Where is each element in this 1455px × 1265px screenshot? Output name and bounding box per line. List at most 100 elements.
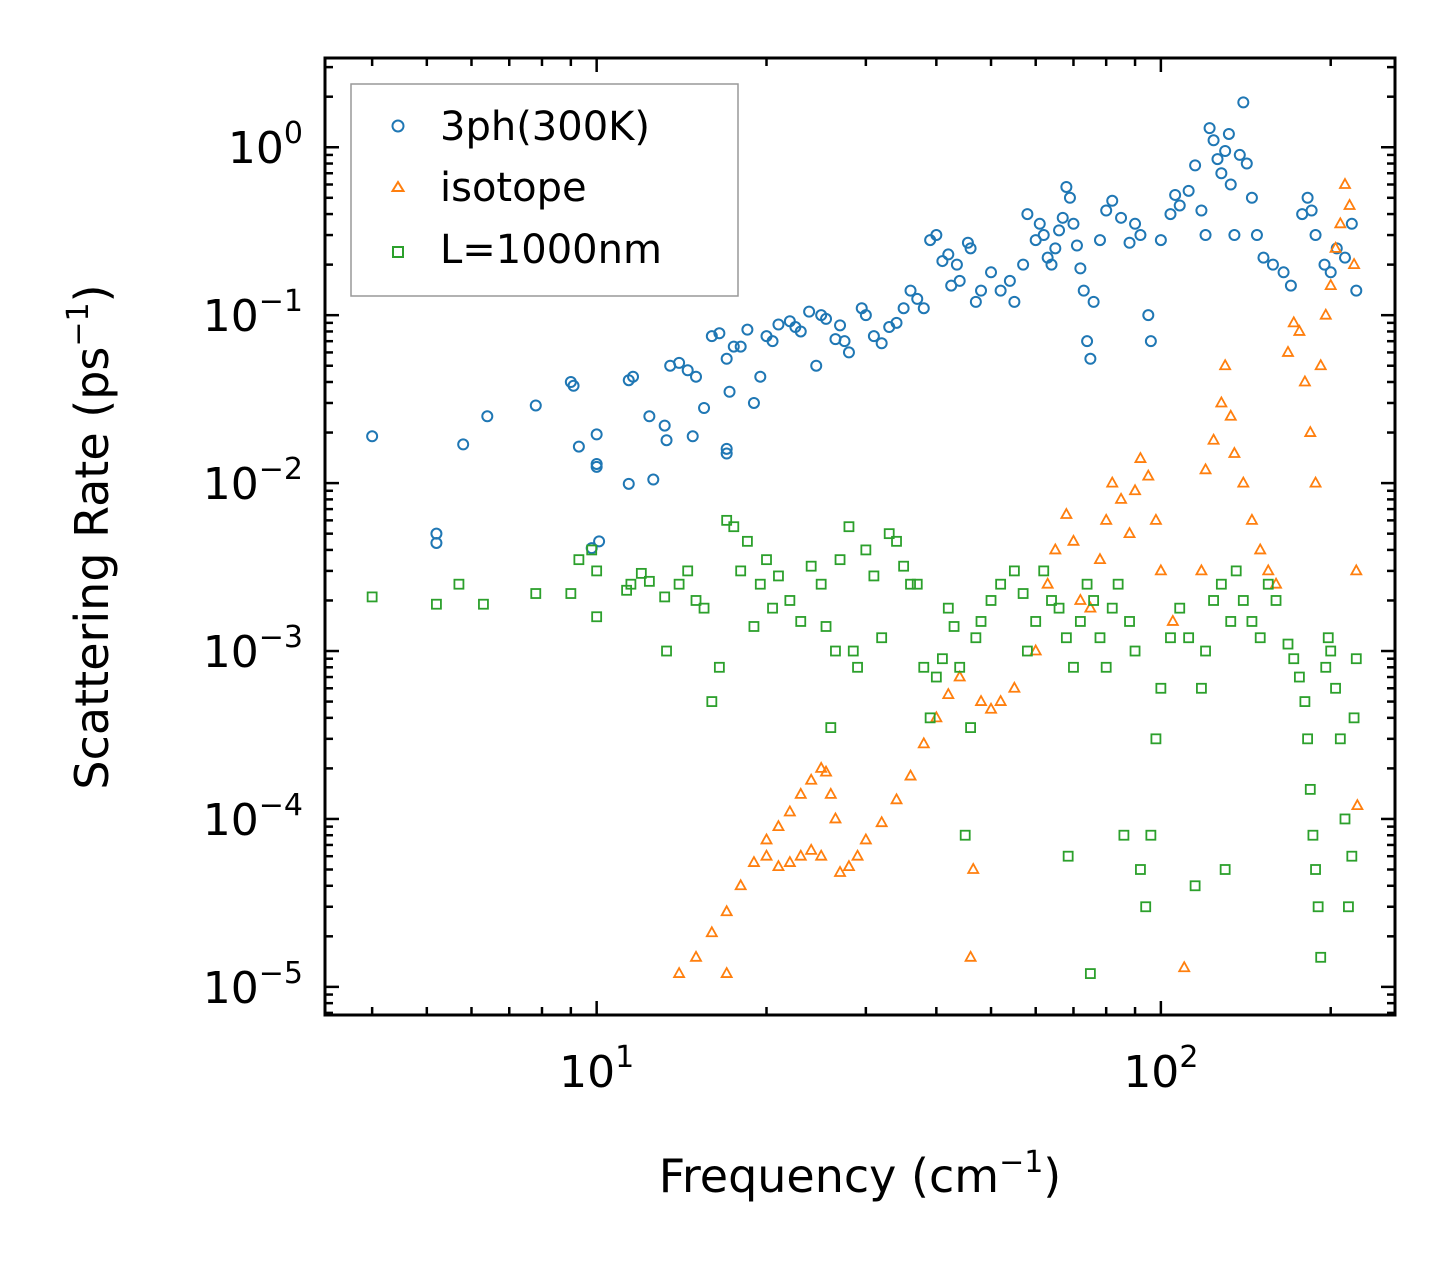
series-0-point: [867, 330, 880, 343]
series-0-point: [1203, 122, 1216, 135]
series-0-point: [875, 337, 888, 350]
series-1-point: [1048, 542, 1062, 555]
series-1-point: [1128, 483, 1142, 496]
series-1-point: [994, 694, 1008, 706]
series-2-point: [366, 591, 378, 603]
series-2-point: [1068, 661, 1079, 673]
series-1-point: [814, 848, 828, 861]
series-2-point: [911, 578, 923, 590]
series-0-point: [930, 229, 943, 242]
series-2-point: [891, 535, 902, 547]
series-0-point: [810, 359, 823, 372]
series-1-point: [1149, 512, 1163, 525]
series-2-point: [1325, 645, 1337, 657]
series-2-point: [748, 621, 760, 632]
series-0-point: [1219, 144, 1232, 157]
series-1-point: [794, 848, 808, 861]
series-0-point: [1345, 217, 1358, 230]
series-0-point: [481, 410, 494, 423]
series-1-point: [1194, 563, 1208, 576]
series-2-point: [735, 565, 747, 577]
series-2-point: [860, 544, 872, 556]
series-2-point: [1315, 951, 1327, 963]
series-1-point: [1292, 324, 1306, 336]
series-1-point: [964, 949, 978, 962]
series-1-point: [794, 787, 808, 799]
series-0-point: [720, 447, 733, 460]
series-1-point: [705, 925, 719, 938]
series-1-point: [1041, 576, 1055, 589]
series-0-point: [1266, 258, 1279, 271]
series-0-point: [567, 379, 580, 392]
series-0-point: [1199, 229, 1212, 242]
series-2-point: [761, 554, 772, 566]
series-2-point: [1135, 864, 1146, 875]
series-2-point: [1322, 632, 1334, 644]
series-0-point: [430, 536, 443, 549]
series-2-point: [690, 595, 702, 606]
series-2-point: [1046, 595, 1057, 606]
series-2-point: [1307, 829, 1319, 841]
legend: 3ph(300K) isotope L=1000nm: [350, 83, 739, 297]
series-2-point: [478, 598, 489, 610]
series-0-point: [834, 319, 847, 332]
series-1-point: [1166, 614, 1180, 626]
series-0-point: [1093, 234, 1106, 247]
series-0-point: [1070, 239, 1083, 252]
series-1-point: [1329, 240, 1343, 253]
series-0-point: [1017, 258, 1030, 271]
series-1-point: [1133, 451, 1147, 463]
series-1-point: [1224, 408, 1238, 421]
series-0-point: [1305, 204, 1318, 217]
series-2-point: [1334, 733, 1346, 745]
series-0-point: [1301, 191, 1314, 204]
series-2-point: [1246, 616, 1258, 627]
series-1-point: [747, 855, 761, 867]
series-2-point: [1008, 565, 1020, 577]
series-0-point: [622, 477, 635, 490]
series-0-point: [720, 442, 733, 455]
series-2-point: [1254, 632, 1266, 644]
series-2-point: [741, 535, 753, 547]
series-1-point: [1199, 462, 1213, 475]
series-0-point: [658, 419, 671, 432]
series-2-point: [820, 621, 832, 632]
series-1-point: [804, 843, 818, 855]
series-2-point: [1200, 645, 1211, 657]
series-1-point: [1314, 358, 1328, 371]
series-2-point: [673, 578, 685, 590]
legend-marker-isotope: [390, 180, 406, 192]
series-2-point: [1310, 864, 1321, 875]
series-0-point: [1237, 96, 1250, 109]
series-1-point: [1298, 374, 1312, 387]
series-0-point: [1060, 180, 1073, 193]
series-1-point: [1105, 475, 1119, 488]
legend-label-3ph: 3ph(300K): [440, 104, 650, 150]
series-1-point: [1347, 257, 1361, 270]
series-2-point: [530, 588, 542, 599]
series-0-point: [1067, 217, 1080, 230]
series-0-point: [842, 346, 855, 359]
series-1-point: [1154, 563, 1168, 576]
series-2-point: [1062, 850, 1074, 862]
series-1-point: [1350, 798, 1364, 811]
series-1-point: [1287, 315, 1301, 328]
series-0-point: [366, 430, 379, 443]
series-0-point: [1173, 199, 1186, 212]
series-2-point: [1021, 645, 1033, 657]
series-0-point: [950, 258, 963, 271]
series-2-point: [936, 653, 948, 665]
series-0-point: [1106, 194, 1119, 207]
series-2-point: [1330, 682, 1341, 694]
series-2-point: [1038, 565, 1050, 577]
series-1-point: [1218, 358, 1232, 371]
series-1-point: [771, 819, 785, 832]
series-2-point: [883, 528, 895, 540]
series-2-point: [1339, 813, 1351, 825]
series-1-point: [1227, 446, 1241, 458]
y-axis-title: Scattering Rate (ps−1): [61, 284, 119, 789]
y-tick-label: 10−1: [203, 284, 303, 342]
series-0-point: [969, 295, 982, 308]
series-0-point: [590, 428, 603, 441]
series-2-point: [591, 611, 603, 623]
